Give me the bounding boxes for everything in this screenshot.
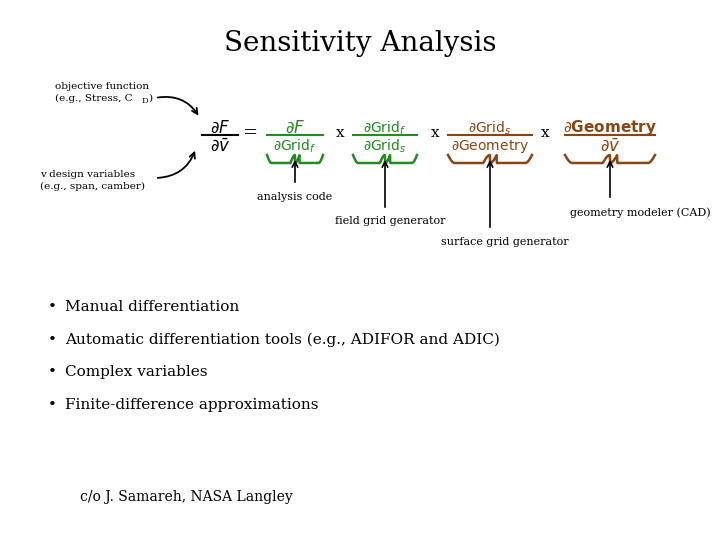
- Text: •: •: [48, 333, 57, 347]
- Text: Manual differentiation: Manual differentiation: [65, 300, 239, 314]
- Text: $\partial \mathrm{Grid}_f$: $\partial \mathrm{Grid}_f$: [274, 138, 317, 156]
- Text: •: •: [48, 398, 57, 412]
- Text: x: x: [336, 126, 344, 140]
- Text: $\partial \mathrm{Grid}_s$: $\partial \mathrm{Grid}_s$: [364, 138, 407, 156]
- Text: $\partial \mathrm{Grid}_s$: $\partial \mathrm{Grid}_s$: [468, 120, 512, 137]
- Text: $\partial \mathrm{Geometry}$: $\partial \mathrm{Geometry}$: [451, 138, 529, 155]
- Text: surface grid generator: surface grid generator: [441, 237, 569, 247]
- Text: x: x: [431, 126, 439, 140]
- Text: $\partial \bar{v}$: $\partial \bar{v}$: [600, 138, 621, 155]
- Text: (e.g., span, camber): (e.g., span, camber): [40, 182, 145, 191]
- Text: $\partial F$: $\partial F$: [285, 120, 305, 137]
- Text: (e.g., Stress, C: (e.g., Stress, C: [55, 94, 132, 103]
- Text: analysis code: analysis code: [257, 192, 333, 202]
- Text: $\partial F$: $\partial F$: [210, 120, 230, 137]
- Text: •: •: [48, 365, 57, 379]
- Text: geometry modeler (CAD): geometry modeler (CAD): [570, 207, 711, 218]
- Text: Sensitivity Analysis: Sensitivity Analysis: [224, 30, 496, 57]
- Text: Automatic differentiation tools (e.g., ADIFOR and ADIC): Automatic differentiation tools (e.g., A…: [65, 333, 500, 347]
- Text: v design variables: v design variables: [40, 170, 135, 179]
- Text: $\partial \mathrm{Grid}_f$: $\partial \mathrm{Grid}_f$: [364, 120, 407, 137]
- Text: $\partial \mathbf{Geometry}$: $\partial \mathbf{Geometry}$: [563, 118, 657, 137]
- Text: objective function: objective function: [55, 82, 149, 91]
- Text: =: =: [243, 124, 258, 142]
- Text: D: D: [142, 97, 149, 105]
- Text: Finite-difference approximations: Finite-difference approximations: [65, 398, 318, 412]
- Text: c/o J. Samareh, NASA Langley: c/o J. Samareh, NASA Langley: [80, 490, 293, 504]
- Text: x: x: [541, 126, 549, 140]
- Text: $\partial \bar{v}$: $\partial \bar{v}$: [210, 138, 230, 155]
- Text: Complex variables: Complex variables: [65, 365, 207, 379]
- Text: ): ): [148, 94, 152, 103]
- Text: •: •: [48, 300, 57, 314]
- Text: field grid generator: field grid generator: [335, 216, 445, 226]
